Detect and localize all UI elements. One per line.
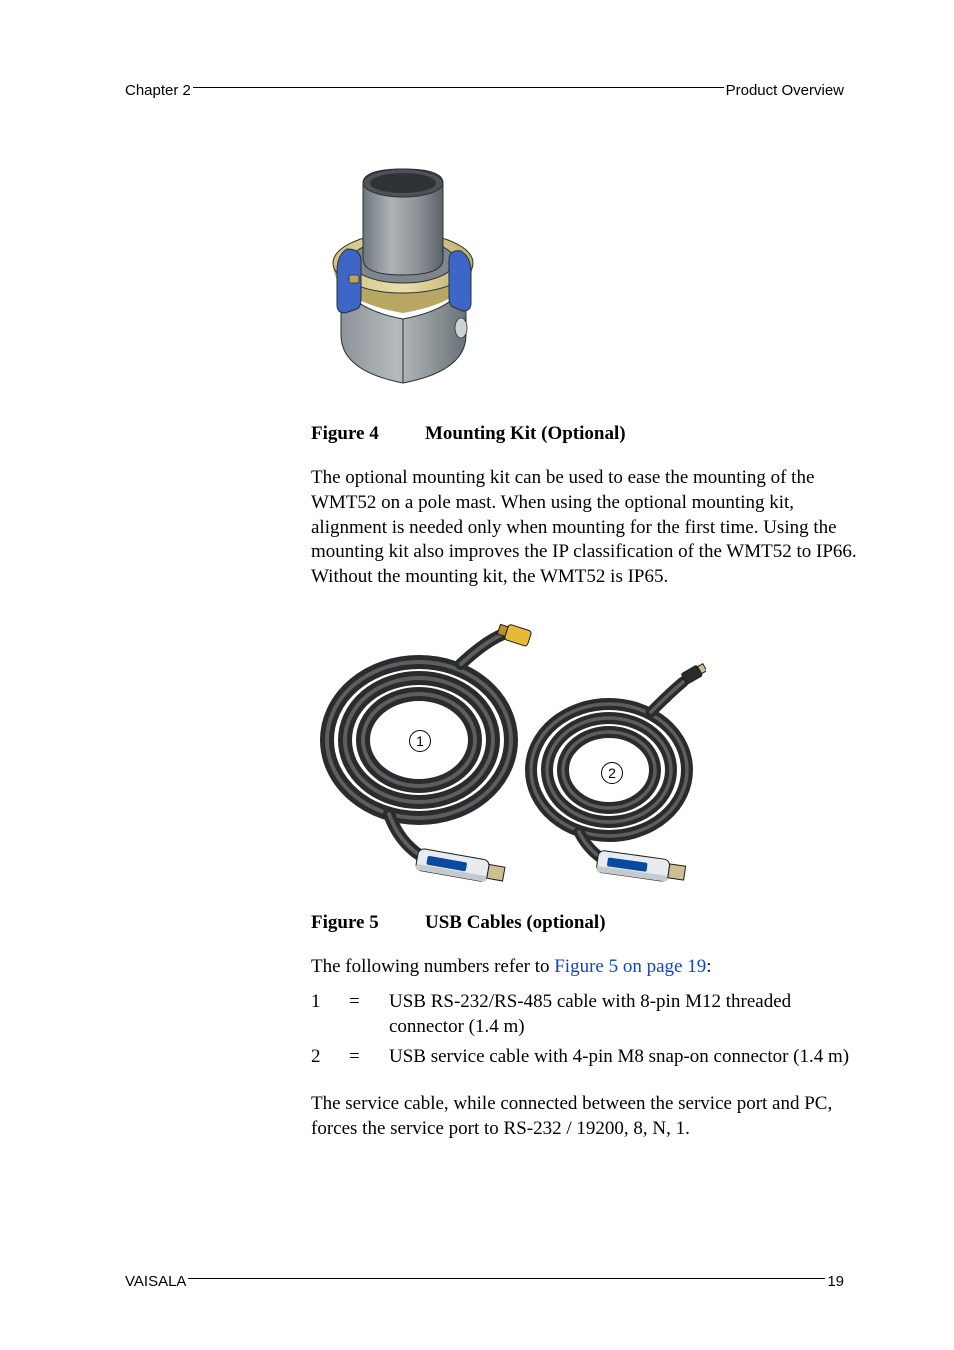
running-head-section: Product Overview: [726, 82, 844, 99]
running-head-chapter: Chapter 2: [125, 82, 191, 99]
footer-page-number: 19: [827, 1273, 844, 1290]
figure-4-image: [311, 163, 866, 396]
list-item: 2 = USB service cable with 4-pin M8 snap…: [311, 1045, 866, 1070]
running-foot: VAISALA 19: [125, 1273, 844, 1290]
list-item-equals: =: [349, 990, 389, 1039]
running-head-rule: [193, 87, 724, 88]
figure-5-legend-list: 1 = USB RS-232/RS-485 cable with 8-pin M…: [311, 990, 866, 1070]
figure-5-callout-1: 1: [409, 730, 431, 752]
figure-5-reference-prefix: The following numbers refer to: [311, 956, 554, 977]
list-item-text: USB RS-232/RS-485 cable with 8-pin M12 t…: [389, 990, 866, 1039]
figure-4-caption: Figure 4Mounting Kit (Optional): [311, 422, 866, 447]
figure-5-reference-link[interactable]: Figure 5 on page 19: [554, 956, 706, 977]
list-item-number: 2: [311, 1045, 349, 1070]
figure-5-reference-suffix: :: [706, 956, 711, 977]
page: Chapter 2 Product Overview: [0, 0, 954, 1350]
content-column: Figure 4Mounting Kit (Optional) The opti…: [311, 163, 866, 1141]
list-item-text: USB service cable with 4-pin M8 snap-on …: [389, 1045, 866, 1070]
list-item-equals: =: [349, 1045, 389, 1070]
list-item: 1 = USB RS-232/RS-485 cable with 8-pin M…: [311, 990, 866, 1039]
footer-rule: [188, 1278, 825, 1279]
mounting-kit-paragraph: The optional mounting kit can be used to…: [311, 466, 866, 589]
figure-5-title: USB Cables (optional): [425, 912, 606, 933]
figure-5-number: Figure 5: [311, 911, 425, 936]
running-head: Chapter 2 Product Overview: [125, 82, 844, 99]
figure-4-title: Mounting Kit (Optional): [425, 423, 626, 444]
figure-5-image: 1 2: [311, 620, 866, 893]
figure-4-number: Figure 4: [311, 422, 425, 447]
figure-5-reference-line: The following numbers refer to Figure 5 …: [311, 955, 866, 980]
usb-cables-icon: [311, 620, 706, 885]
mounting-kit-icon: [311, 163, 496, 388]
list-item-number: 1: [311, 990, 349, 1039]
service-cable-paragraph: The service cable, while connected betwe…: [311, 1092, 866, 1141]
footer-brand: VAISALA: [125, 1273, 186, 1290]
figure-5-callout-2: 2: [601, 762, 623, 784]
figure-5-caption: Figure 5USB Cables (optional): [311, 911, 866, 936]
